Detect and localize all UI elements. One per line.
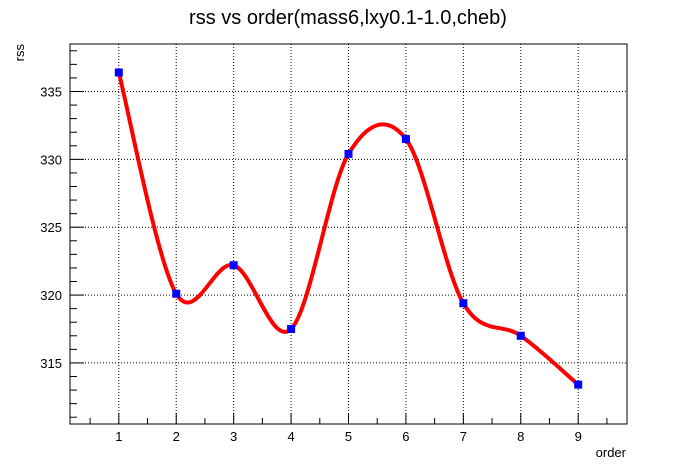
y-tick-label: 335	[40, 85, 62, 100]
x-tick-label: 5	[345, 429, 352, 444]
data-point-marker	[172, 289, 181, 298]
chart-title: rss vs order(mass6,lxy0.1-1.0,cheb)	[189, 7, 507, 29]
x-tick-label: 1	[115, 429, 122, 444]
y-axis-label: rss	[12, 44, 27, 62]
data-point-marker	[287, 325, 296, 333]
data-point-marker	[229, 261, 238, 270]
y-tick-label: 320	[40, 288, 62, 303]
x-tick-label: 3	[230, 429, 237, 444]
x-tick-label: 4	[287, 429, 294, 444]
y-tick-label: 330	[40, 152, 62, 167]
y-tick-label: 325	[40, 220, 62, 235]
data-point-marker	[344, 149, 353, 158]
y-tick-label: 315	[40, 356, 62, 371]
x-tick-label: 7	[460, 429, 467, 444]
gridlines	[70, 44, 627, 424]
x-tick-label: 6	[402, 429, 409, 444]
series-layer	[114, 68, 583, 389]
x-tick-label: 2	[173, 429, 180, 444]
data-point-marker	[574, 380, 583, 389]
x-tick-labels: 1 2 3 4 5 6 7 8 9	[115, 429, 582, 444]
y-tick-labels: 315 320 325 330 335	[40, 85, 62, 371]
x-tick-label: 8	[517, 429, 524, 444]
data-point-marker	[401, 135, 410, 143]
x-tick-label: 9	[575, 429, 582, 444]
data-point-marker	[114, 68, 123, 77]
axis-ticks	[70, 50, 608, 424]
data-point-marker	[459, 299, 468, 308]
data-point-marker	[516, 331, 525, 340]
x-axis-label: order	[596, 445, 627, 460]
